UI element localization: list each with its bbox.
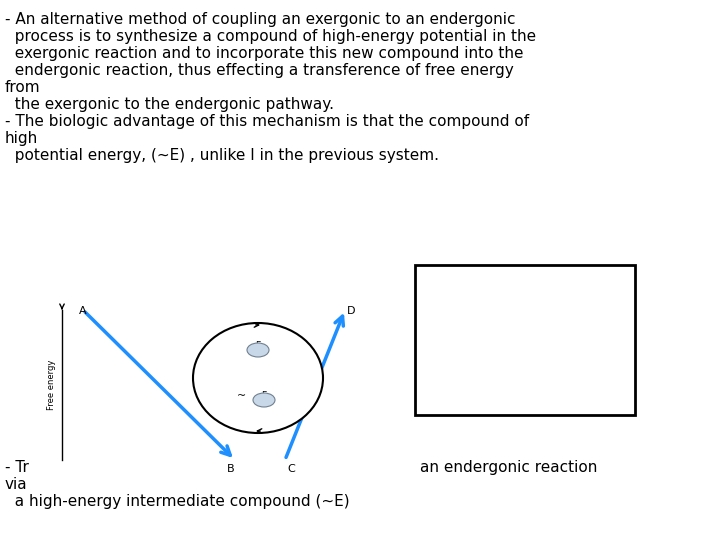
Text: the exergonic to the endergonic pathway.: the exergonic to the endergonic pathway. (5, 97, 334, 112)
Text: phosphorylation: phosphorylation (421, 361, 554, 375)
Ellipse shape (193, 323, 323, 433)
Text: NO: NO (523, 361, 546, 375)
Text: an endergonic reaction: an endergonic reaction (420, 460, 598, 475)
Text: - The biologic advantage of this mechanism is that the compound of: - The biologic advantage of this mechani… (5, 114, 529, 129)
Text: E: E (256, 341, 261, 349)
Text: - An alternative method of coupling an exergonic to an endergonic: - An alternative method of coupling an e… (5, 12, 516, 27)
Text: D: D (347, 306, 356, 316)
Text: - Tr: - Tr (5, 460, 29, 475)
Text: exergonic reaction and to incorporate this new compound into the: exergonic reaction and to incorporate th… (5, 46, 523, 61)
Text: Free energy: Free energy (48, 360, 56, 410)
Text: process is to synthesize a compound of high-energy potential in the: process is to synthesize a compound of h… (5, 29, 536, 44)
Text: B: B (227, 464, 235, 474)
Text: endergonic reaction, thus effecting a transference of free energy: endergonic reaction, thus effecting a tr… (5, 63, 514, 78)
Text: E: E (261, 390, 266, 400)
Text: from: from (5, 80, 40, 95)
Text: ** energy transfer: ** energy transfer (421, 273, 563, 287)
Bar (415, 265, 635, 415)
Text: from one compound: from one compound (421, 295, 578, 309)
Text: called substrate level: called substrate level (421, 339, 590, 353)
Ellipse shape (247, 343, 269, 357)
Text: A: A (79, 306, 86, 316)
Text: to another which: to another which (421, 317, 554, 331)
Text: via: via (5, 477, 27, 492)
Text: C: C (287, 464, 294, 474)
Ellipse shape (253, 393, 275, 407)
Text: ~: ~ (238, 391, 247, 401)
Text: high: high (5, 131, 38, 146)
Text: a high-energy intermediate compound (~E): a high-energy intermediate compound (~E) (5, 494, 350, 509)
Text: ETC: ETC (421, 383, 451, 397)
Text: potential energy, (~E) , unlike I in the previous system.: potential energy, (~E) , unlike I in the… (5, 148, 439, 163)
